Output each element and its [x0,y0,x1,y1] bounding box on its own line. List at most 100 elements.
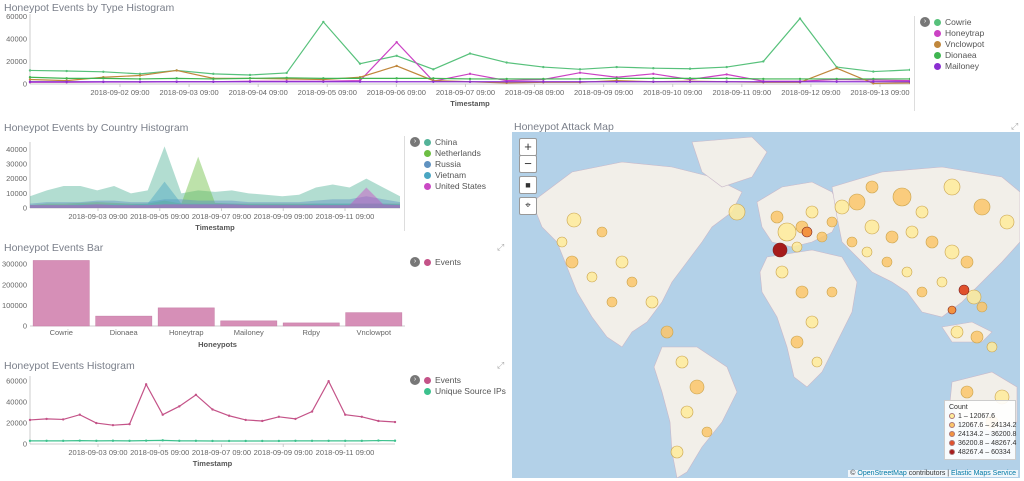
attack-point[interactable] [944,244,960,260]
point-cowrie[interactable] [322,20,325,24]
zoom-out-button[interactable]: − [519,155,537,173]
point-mailoney[interactable] [468,80,472,83]
point-events[interactable] [211,408,214,411]
point-cowrie[interactable] [725,65,728,69]
attack-point[interactable] [936,276,948,288]
legend-item-events[interactable]: Events [424,375,461,386]
legend-item-china[interactable]: China [424,137,457,148]
point-dionaea[interactable] [468,77,472,81]
attack-point[interactable] [675,355,689,369]
point-unique[interactable] [393,439,397,442]
point-cowrie[interactable] [248,73,252,77]
point-mailoney[interactable] [138,80,142,83]
point-dionaea[interactable] [212,77,215,81]
attack-point[interactable] [950,325,964,339]
legend-toggle-icon[interactable]: › [410,137,420,147]
point-events[interactable] [45,417,48,421]
legend-item-dionaea[interactable]: Dionaea [934,50,977,61]
point-dionaea[interactable] [65,77,68,80]
legend-item-unique[interactable]: Unique Source IPs [424,386,506,397]
osm-link[interactable]: OpenStreetMap [857,470,907,477]
point-cowrie[interactable] [908,68,910,72]
attack-point[interactable] [960,255,974,269]
legend-item-united_states[interactable]: United States [424,181,486,192]
attack-point-hot[interactable] [801,226,813,238]
legend-item-netherlands[interactable]: Netherlands [424,148,481,159]
point-events[interactable] [310,410,314,413]
attack-point[interactable] [811,356,823,368]
attack-point[interactable] [915,205,929,219]
attack-point[interactable] [916,286,928,298]
legend-toggle-icon[interactable]: › [410,257,420,267]
point-dionaea[interactable] [322,77,325,80]
point-dionaea[interactable] [432,77,435,80]
point-cowrie[interactable] [542,65,545,69]
legend-item-mailoney[interactable]: Mailoney [934,61,979,72]
point-cowrie[interactable] [688,67,692,70]
attack-point[interactable] [986,341,998,353]
attack-point[interactable] [999,214,1015,230]
point-vnclowpot[interactable] [872,82,875,85]
point-mailoney[interactable] [725,80,728,83]
attack-point[interactable] [826,286,838,298]
point-mailoney[interactable] [505,80,508,83]
legend-item-events[interactable]: Events [424,257,461,268]
point-unique[interactable] [161,439,164,442]
attack-point[interactable] [645,295,659,309]
point-honeytrap[interactable] [725,73,728,76]
point-cowrie[interactable] [762,60,765,63]
point-cowrie[interactable] [615,65,618,69]
attack-point[interactable] [973,198,991,216]
attack-point-hot[interactable] [947,305,957,315]
point-honeytrap[interactable] [395,41,398,44]
legend-item-russia[interactable]: Russia [424,159,461,170]
point-honeytrap[interactable] [578,71,582,74]
point-unique[interactable] [360,439,364,443]
attack-point[interactable] [846,236,858,248]
point-events[interactable] [294,417,297,421]
zoom-in-button[interactable]: + [519,138,537,156]
point-mailoney[interactable] [175,80,178,83]
point-cowrie[interactable] [468,52,472,55]
point-dionaea[interactable] [28,76,32,79]
point-dionaea[interactable] [615,77,618,80]
attack-point[interactable] [976,301,988,313]
point-cowrie[interactable] [652,66,655,70]
attack-point[interactable] [775,265,789,279]
legend-toggle-icon[interactable]: › [410,375,420,385]
point-mailoney[interactable] [395,80,398,83]
attack-point[interactable] [816,231,828,243]
attack-point[interactable] [864,219,880,235]
point-mailoney[interactable] [65,80,68,83]
attack-point[interactable] [826,216,838,228]
point-events[interactable] [61,418,65,421]
point-dionaea[interactable] [798,77,802,81]
point-unique[interactable] [344,439,347,443]
point-events[interactable] [261,419,264,423]
point-unique[interactable] [277,439,281,443]
point-events[interactable] [344,413,347,416]
attack-point[interactable] [777,222,797,242]
point-events[interactable] [111,423,115,427]
point-dionaea[interactable] [505,77,508,81]
expand-icon[interactable]: ⤢ [497,360,505,370]
attack-point[interactable] [881,256,893,268]
point-cowrie[interactable] [358,62,362,65]
attack-point[interactable] [795,285,809,299]
attack-point[interactable] [970,330,984,344]
point-mailoney[interactable] [248,80,252,83]
legend-item-vnclowpot[interactable]: Vnclowpot [934,39,984,50]
point-unique[interactable] [61,439,65,443]
point-unique[interactable] [95,439,98,443]
point-events[interactable] [377,419,380,423]
legend-toggle-icon[interactable]: › [920,17,930,27]
attack-point[interactable] [670,445,684,459]
attack-point[interactable] [689,379,705,395]
point-mailoney[interactable] [432,80,435,83]
point-mailoney[interactable] [798,80,802,83]
point-mailoney[interactable] [652,80,655,83]
attack-point[interactable] [566,212,582,228]
attack-point[interactable] [805,205,819,219]
point-mailoney[interactable] [908,80,910,83]
point-cowrie[interactable] [285,71,288,75]
